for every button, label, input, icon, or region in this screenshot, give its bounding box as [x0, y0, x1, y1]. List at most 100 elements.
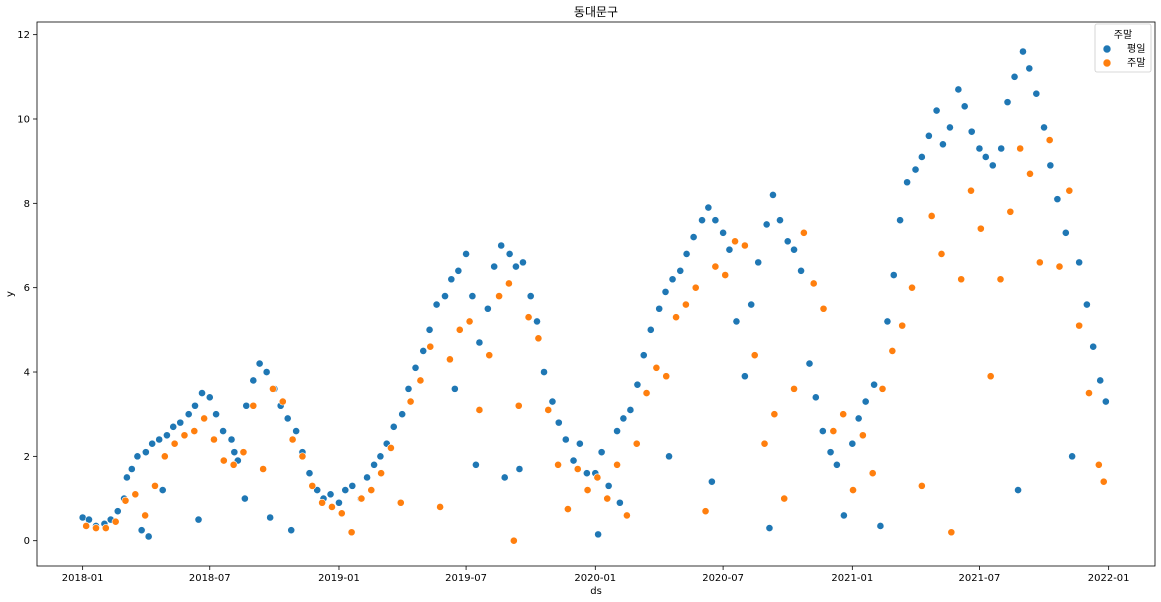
x-tick-label: 2019-07	[445, 573, 487, 584]
weekday-point	[854, 414, 863, 423]
weekday-point	[917, 153, 926, 161]
weekday-point	[219, 427, 227, 435]
weekend-point	[986, 372, 995, 381]
weekday-point	[613, 427, 621, 435]
weekday-point	[512, 262, 520, 271]
weekday-point	[155, 435, 164, 444]
weekday-point	[704, 203, 713, 212]
weekday-point	[646, 325, 655, 334]
weekday-point	[597, 448, 606, 457]
weekend-point	[308, 481, 317, 490]
weekday-point	[569, 456, 578, 465]
weekday-point	[454, 266, 463, 275]
x-tick-label: 2022-01	[1088, 573, 1130, 584]
weekday-point	[975, 144, 984, 153]
weekend-point	[888, 347, 897, 355]
weekday-point	[682, 250, 691, 258]
weekday-point	[740, 372, 749, 381]
x-tick-label: 2019-01	[318, 573, 360, 584]
legend: 주말 평일 주말	[1094, 23, 1152, 73]
weekday-point	[582, 469, 591, 478]
weekend-point	[672, 313, 680, 322]
weekday-point	[447, 275, 456, 284]
weekday-point	[462, 250, 470, 258]
y-tick-label: 6	[24, 283, 30, 294]
weekday-point	[967, 127, 976, 136]
weekday-point	[997, 144, 1006, 153]
x-tick-label: 2018-07	[189, 573, 231, 584]
weekday-point	[797, 266, 805, 275]
weekday-point	[1025, 64, 1034, 73]
weekend-point	[544, 406, 553, 414]
weekday-point	[266, 513, 275, 522]
weekend-point	[495, 292, 503, 301]
plot-frame	[36, 21, 1156, 567]
weekend-point	[436, 503, 444, 511]
weekend-point	[1055, 262, 1064, 271]
weekend-point	[377, 469, 386, 478]
weekday-point	[1068, 452, 1077, 461]
weekday-point	[227, 435, 236, 444]
weekday-point	[144, 532, 153, 541]
weekend-point	[740, 241, 749, 250]
weekday-point	[732, 317, 741, 326]
weekday-point	[689, 233, 698, 241]
weekend-point	[337, 509, 346, 518]
weekday-point	[341, 486, 350, 494]
weekend-point	[509, 536, 518, 545]
weekday-point	[176, 418, 185, 427]
weekday-point	[1040, 123, 1048, 132]
weekday-point	[665, 452, 673, 461]
weekday-point	[137, 526, 146, 535]
weekend-point	[1035, 258, 1044, 267]
weekday-point	[163, 431, 171, 440]
weekday-point	[472, 460, 480, 469]
weekend-point	[92, 524, 100, 532]
weekday-point	[668, 275, 677, 284]
weekday-point	[1046, 161, 1055, 170]
y-axis-label: y	[5, 291, 16, 297]
weekday-point	[191, 401, 199, 410]
y-tick-label: 4	[24, 368, 30, 379]
weekday-point	[292, 427, 301, 435]
weekend-point	[219, 456, 228, 465]
weekend-point	[111, 517, 120, 526]
y-tick-label: 8	[24, 199, 30, 210]
weekday-point	[490, 262, 499, 271]
plot-area	[36, 21, 1156, 567]
weekend-point	[731, 237, 739, 246]
weekday-point	[363, 473, 371, 482]
y-tick-label: 12	[17, 30, 30, 41]
weekday-point	[313, 486, 322, 494]
weekend-point	[858, 431, 867, 440]
weekend-point	[799, 228, 808, 237]
weekend-point	[396, 498, 405, 507]
weekend-point	[632, 439, 641, 448]
weekday-point	[287, 526, 296, 535]
weekday-point	[483, 304, 492, 313]
weekday-point	[212, 410, 220, 419]
weekend-point	[151, 481, 159, 490]
weekday-point	[133, 452, 142, 461]
weekday-point	[194, 515, 203, 524]
weekday-point	[184, 410, 193, 419]
weekday-point	[861, 397, 870, 406]
weekday-point	[811, 393, 820, 402]
weekend-point	[613, 460, 621, 469]
weekend-point	[937, 250, 946, 258]
weekday-point	[1003, 98, 1012, 107]
weekday-point	[122, 473, 131, 482]
weekday-point	[326, 490, 335, 499]
weekday-point	[889, 271, 898, 279]
weekday-point	[575, 439, 584, 448]
x-tick-label: 2021-07	[959, 573, 1001, 584]
weekday-point	[903, 178, 911, 187]
weekend-point	[121, 496, 130, 505]
weekday-point	[158, 486, 167, 494]
weekend-point	[200, 414, 209, 423]
y-tick-label: 2	[24, 452, 30, 463]
weekday-point	[242, 401, 251, 410]
weekday-point	[719, 228, 728, 237]
weekend-point	[298, 452, 307, 461]
weekday-point	[765, 524, 774, 532]
